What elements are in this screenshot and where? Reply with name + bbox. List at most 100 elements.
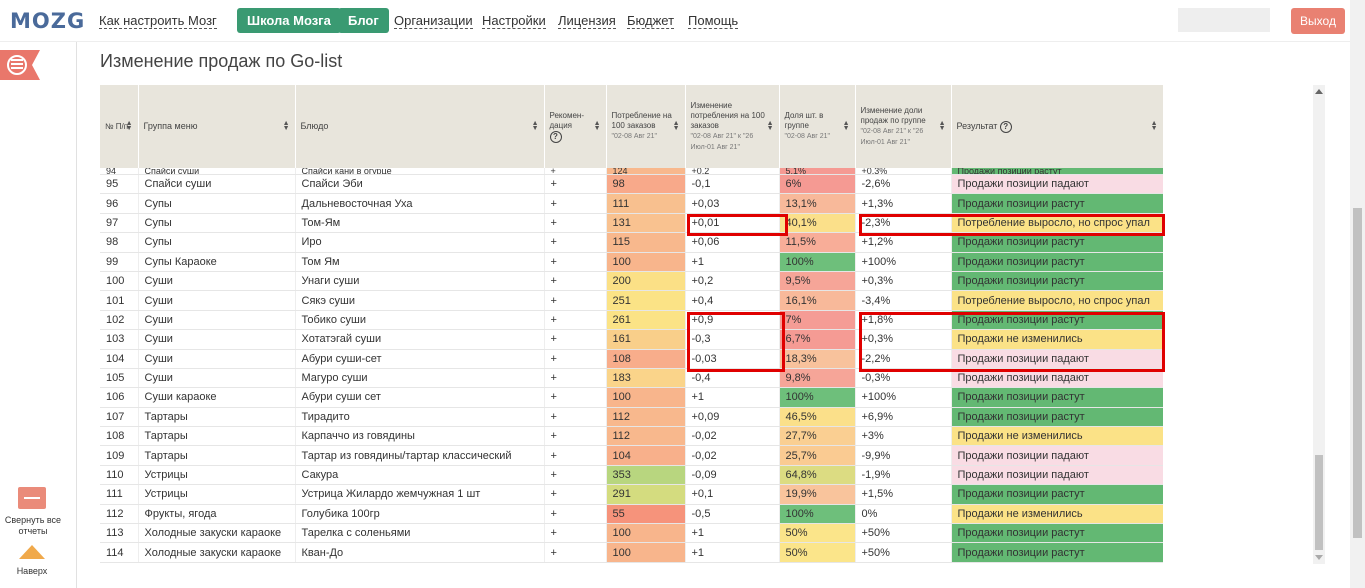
cell-share-change: +1,8% [855,310,952,331]
sort-icon[interactable]: ▲ ▼ [766,120,774,132]
cell-share-change: 0% [855,504,952,525]
cell-rec: + [544,349,607,369]
nav-link-settings[interactable]: Настройки [482,13,546,29]
nav-link-help[interactable]: Помощь [688,13,739,29]
cell-share-change: -0,3% [855,368,952,389]
column-header-consumption[interactable]: Потребление на 100 заказов "02-08 Авг 21"… [606,85,686,168]
cell-dish: Унаги суши [295,271,545,292]
table-row: 95 Спайси суши Спайси Эби +98 -0,1 6% -2,6% Про… [100,174,1163,195]
cell-dish: Кван-До [295,542,545,563]
column-header-share-change[interactable]: Изменение доли продаж по группе "02-08 Ав… [855,85,952,168]
cell-rec: + [544,168,607,175]
sort-icon[interactable]: ▲ ▼ [672,120,680,132]
scroll-up-arrow-icon[interactable] [1315,89,1323,94]
cell-rec: + [544,504,607,525]
cell-share: 25,7% [779,445,856,466]
logout-button[interactable]: Выход [1291,8,1345,34]
sort-icon[interactable]: ▲ ▼ [938,120,946,132]
cell-dish: Абури суши сет [295,387,545,408]
user-account-placeholder[interactable] [1178,8,1270,32]
column-header-recommendation[interactable]: Рекомен-дация? ▲ ▼ [544,85,607,168]
cell-consumption-change: +0,06 [685,232,780,253]
cell-group: Тартары [138,426,296,447]
column-header-result[interactable]: Результат ? ▲ ▼ [951,85,1163,168]
help-question-icon[interactable]: ? [999,120,1012,133]
cell-dish: Иро [295,232,545,253]
table-row: 104 Суши Абури суши-сет +108 -0,03 18,3% -2,2%… [100,349,1163,369]
nav-button-school[interactable]: Школа Мозга [237,8,341,33]
cell-consumption: 200 [606,271,686,292]
column-header-group[interactable]: Группа меню ▲ ▼ [138,85,296,168]
cell-group: Суши [138,349,296,369]
cell-share-change: -1,9% [855,465,952,486]
table-scroll-thumb[interactable] [1315,455,1323,550]
cell-num: 110 [100,465,139,486]
cell-dish: Том-Ям [295,213,545,234]
cell-result: Продажи не изменились [951,426,1163,447]
cell-share-change: -3,4% [855,290,952,311]
sort-icon[interactable]: ▲ ▼ [1150,120,1158,132]
cell-consumption-change: -0,03 [685,349,780,369]
mozg-logo[interactable]: MOZG [10,9,86,33]
cell-result: Продажи позиции растут [951,232,1163,253]
cell-share-change: +1,5% [855,484,952,505]
cell-dish: Спайси Эби [295,174,545,195]
cell-consumption: 161 [606,329,686,350]
cell-rec: + [544,523,607,544]
column-header-dish[interactable]: Блюдо ▲ ▼ [295,85,545,168]
nav-link-how-to[interactable]: Как настроить Мозг [99,13,217,29]
nav-link-organizations[interactable]: Организации [394,13,473,29]
cell-num: 102 [100,310,139,331]
sort-icon[interactable]: ▲ ▼ [531,120,539,132]
cell-group: Супы [138,213,296,234]
cell-consumption: 251 [606,290,686,311]
cell-dish: Абури суши-сет [295,349,545,369]
column-header-num[interactable]: № П/п ▲ ▼ [100,85,139,168]
page-scroll-thumb[interactable] [1353,208,1362,538]
cell-share: 46,5% [779,407,856,428]
table-scrollbar[interactable] [1313,85,1325,564]
cell-group: Холодные закуски караоке [138,523,296,544]
cell-result: Продажи позиции растут [951,542,1163,563]
collapse-icon[interactable] [18,487,46,509]
nav-link-budget[interactable]: Бюджет [627,13,675,29]
cell-rec: + [544,387,607,408]
cell-group: Суши [138,329,296,350]
cell-share: 13,1% [779,193,856,214]
cell-share: 100% [779,387,856,408]
nav-link-license[interactable]: Лицензия [558,13,616,29]
cell-dish: Магуро суши [295,368,545,389]
cell-rec: + [544,213,607,234]
nav-button-blog[interactable]: Блог [338,8,389,33]
sort-icon[interactable]: ▲ ▼ [282,120,290,132]
cell-num: 113 [100,523,139,544]
cell-num: 94 [100,168,139,175]
sales-change-table: № П/п ▲ ▼ Группа меню ▲ ▼ Блюдо ▲ ▼ Рекомен-да… [100,85,1163,563]
page-scrollbar[interactable] [1350,0,1365,588]
cell-result: Продажи не изменились [951,329,1163,350]
help-question-icon[interactable]: ? [549,130,562,143]
cell-num: 104 [100,349,139,369]
cell-consumption-change: +0,03 [685,193,780,214]
cell-rec: + [544,465,607,486]
cell-consumption: 112 [606,426,686,447]
cell-group: Супы [138,232,296,253]
arrow-up-icon[interactable] [19,545,45,559]
cell-share-change: +50% [855,523,952,544]
sort-icon[interactable]: ▲ ▼ [125,120,133,132]
sort-icon[interactable]: ▲ ▼ [842,120,850,132]
cell-group: Суши караоке [138,387,296,408]
scroll-down-arrow-icon[interactable] [1315,555,1323,560]
column-header-consumption-change[interactable]: Изменение потребления на 100 заказов "02-… [685,85,780,168]
cell-share-change: +50% [855,542,952,563]
cell-share-change: +1,2% [855,232,952,253]
cell-consumption: 124 [606,168,686,175]
collapse-all-reports-label[interactable]: Свернуть все отчеты [4,515,62,536]
cell-rec: + [544,329,607,350]
sort-icon[interactable]: ▲ ▼ [593,120,601,132]
cell-consumption-change: +0,09 [685,407,780,428]
scroll-to-top-label[interactable]: Наверх [16,566,48,576]
column-header-share[interactable]: Доля шт. в группе "02-08 Авг 21" ▲ ▼ [779,85,856,168]
report-flag-tab[interactable] [0,50,40,80]
cell-share-change: -2,3% [855,213,952,234]
